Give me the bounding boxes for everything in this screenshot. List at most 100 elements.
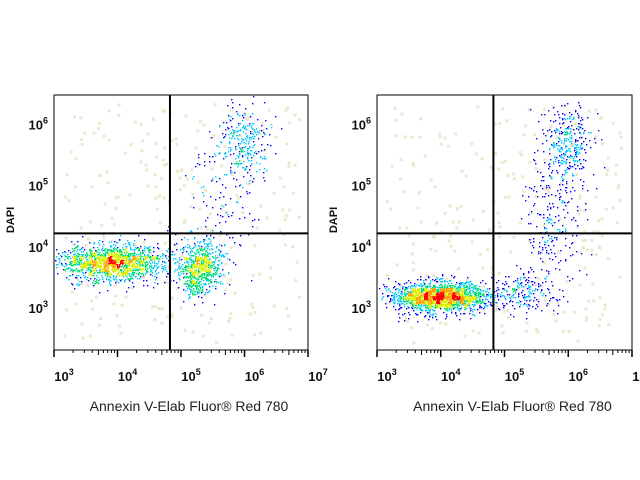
event-dot xyxy=(99,262,101,264)
event-dot xyxy=(505,298,507,300)
event-dot xyxy=(412,294,414,296)
event-dot xyxy=(412,293,414,295)
event-dot xyxy=(265,120,267,122)
event-dot xyxy=(477,301,479,303)
background-event-dot xyxy=(88,220,92,224)
event-dot xyxy=(255,151,257,153)
event-dot xyxy=(222,269,224,271)
event-dot xyxy=(408,280,410,282)
event-dot xyxy=(435,279,437,281)
event-dot xyxy=(217,268,219,270)
event-dot xyxy=(98,272,100,274)
event-dot xyxy=(217,214,219,216)
event-dot xyxy=(418,291,420,293)
background-event-dot xyxy=(521,175,525,179)
event-dot xyxy=(219,197,221,199)
event-dot xyxy=(207,270,209,272)
event-dot xyxy=(110,257,112,259)
background-event-dot xyxy=(578,196,582,200)
background-event-dot xyxy=(176,286,180,290)
event-dot xyxy=(154,261,156,263)
background-event-dot xyxy=(166,315,170,319)
event-dot xyxy=(76,257,78,259)
event-dot xyxy=(426,310,428,312)
event-dot xyxy=(103,271,105,273)
event-dot xyxy=(141,269,143,271)
background-event-dot xyxy=(399,158,403,162)
event-dot xyxy=(77,264,79,266)
event-dot xyxy=(441,290,443,292)
event-dot xyxy=(125,256,127,258)
background-event-dot xyxy=(288,208,292,212)
event-dot xyxy=(102,246,104,248)
event-dot xyxy=(215,176,217,178)
event-dot xyxy=(198,270,200,272)
event-dot xyxy=(219,222,221,224)
background-event-dot xyxy=(433,185,437,189)
event-dot xyxy=(98,266,100,268)
event-dot xyxy=(439,296,441,298)
event-dot xyxy=(434,297,436,299)
event-dot xyxy=(175,258,177,260)
background-event-dot xyxy=(386,274,390,278)
event-dot xyxy=(88,264,90,266)
background-event-dot xyxy=(64,236,68,240)
event-dot xyxy=(480,294,482,296)
event-dot xyxy=(436,277,438,279)
event-dot xyxy=(191,278,193,280)
event-dot xyxy=(188,269,190,271)
event-dot xyxy=(191,250,193,252)
event-dot xyxy=(422,297,424,299)
event-dot xyxy=(117,257,119,259)
event-dot xyxy=(428,309,430,311)
event-dot xyxy=(73,270,75,272)
event-dot xyxy=(205,268,207,270)
event-dot xyxy=(190,270,192,272)
event-dot xyxy=(414,300,416,302)
event-dot xyxy=(88,274,90,276)
event-dot xyxy=(457,303,459,305)
event-dot xyxy=(475,289,477,291)
event-dot xyxy=(79,284,81,286)
event-dot xyxy=(117,264,119,266)
event-dot xyxy=(90,271,92,273)
event-dot xyxy=(203,201,205,203)
event-dot xyxy=(109,279,111,281)
event-dot xyxy=(451,302,453,304)
event-dot xyxy=(216,273,218,275)
event-dot xyxy=(225,156,227,158)
event-dot xyxy=(70,264,72,266)
event-dot xyxy=(189,286,191,288)
event-dot xyxy=(446,295,448,297)
event-dot xyxy=(192,255,194,257)
event-dot xyxy=(398,313,400,315)
event-dot xyxy=(180,249,182,251)
event-dot xyxy=(145,257,147,259)
event-dot xyxy=(198,259,200,261)
background-event-dot xyxy=(170,139,174,143)
event-dot xyxy=(76,275,78,277)
event-dot xyxy=(428,307,430,309)
background-event-dot xyxy=(84,243,88,247)
event-dot xyxy=(125,270,127,272)
event-dot xyxy=(211,268,213,270)
event-dot xyxy=(241,163,243,165)
event-dot xyxy=(111,262,113,264)
event-dot xyxy=(451,300,453,302)
event-dot xyxy=(93,266,95,268)
event-dot xyxy=(70,261,72,263)
event-dot xyxy=(140,261,142,263)
background-event-dot xyxy=(543,187,547,191)
event-dot xyxy=(408,286,410,288)
event-dot xyxy=(101,263,103,265)
background-event-dot xyxy=(178,188,182,192)
event-dot xyxy=(98,283,100,285)
event-dot xyxy=(215,259,217,261)
event-dot xyxy=(474,294,476,296)
event-dot xyxy=(442,274,444,276)
event-dot xyxy=(134,272,136,274)
event-dot xyxy=(473,291,475,293)
event-dot xyxy=(408,312,410,314)
event-dot xyxy=(474,302,476,304)
event-dot xyxy=(240,196,242,198)
